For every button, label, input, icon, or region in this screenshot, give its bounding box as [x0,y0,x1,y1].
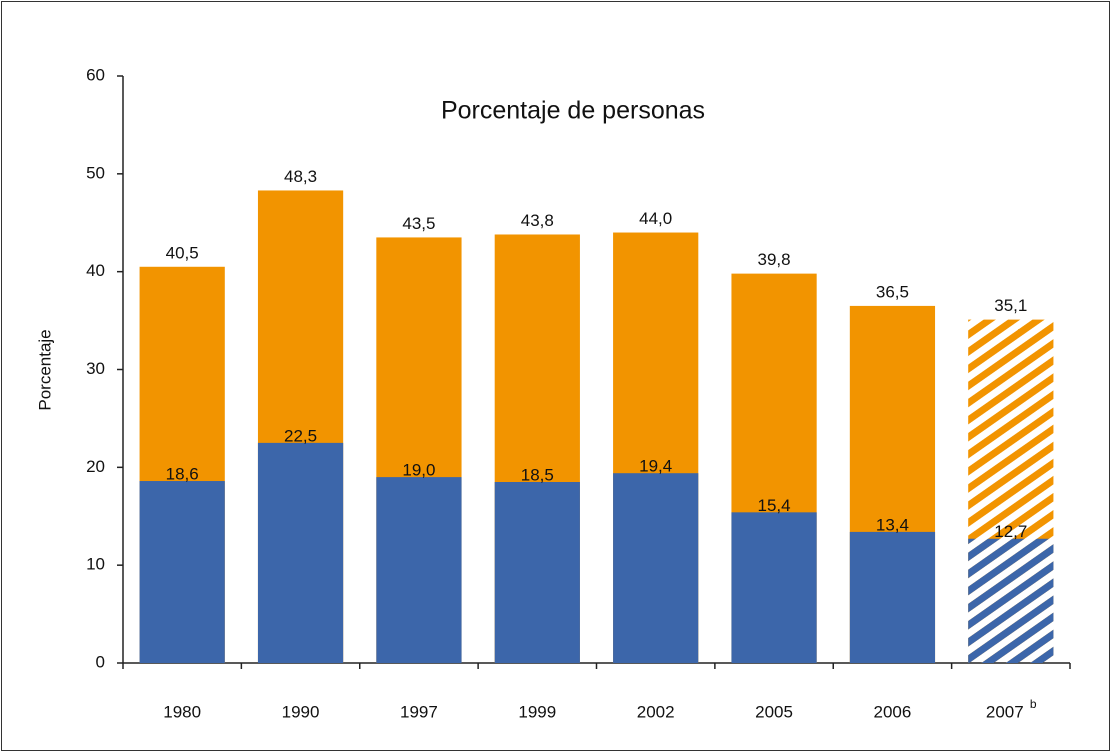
data-label: 43,5 [402,214,435,233]
x-tick-label: 2007 [986,702,1024,721]
x-tick-label: 1999 [518,702,556,721]
y-tick-label: 0 [96,652,105,671]
y-tick-label: 60 [86,65,105,84]
bar [849,531,936,663]
data-label: 18,6 [166,465,199,484]
bar [494,482,580,663]
data-label: 15,4 [758,496,791,515]
data-label: 18,5 [521,465,554,484]
x-tick-label: 2002 [637,702,675,721]
data-label: 19,0 [402,461,435,480]
y-tick-label: 20 [86,457,105,476]
data-label: 12,7 [994,522,1027,541]
y-tick-label: 50 [86,163,105,182]
y-tick-label: 30 [86,359,105,378]
bar [968,538,1054,663]
x-tick-label: 1997 [400,702,438,721]
data-label: 13,4 [876,515,909,534]
data-label: 35,1 [994,296,1027,315]
bar [731,512,817,663]
data-label: 36,5 [876,282,909,301]
y-tick-label: 40 [86,261,105,280]
x-tick-superscript: b [1030,697,1037,711]
chart-title: Porcentaje de personas [441,97,705,125]
data-label: 40,5 [166,243,199,262]
x-tick-label: 1980 [163,702,201,721]
data-label: 48,3 [284,167,317,186]
bar [257,442,344,663]
x-tick-label: 1990 [282,702,320,721]
data-label: 43,8 [521,211,554,230]
x-tick-label: 2005 [755,702,793,721]
bar [613,473,699,663]
y-axis-label: Porcentaje [35,329,54,410]
bar [139,481,225,663]
data-label: 22,5 [284,426,317,445]
x-tick-label: 2006 [874,702,912,721]
data-label: 19,4 [639,457,672,476]
y-tick-label: 10 [86,555,105,574]
data-label: 44,0 [639,209,672,228]
data-label: 39,8 [758,250,791,269]
bar [376,477,462,663]
